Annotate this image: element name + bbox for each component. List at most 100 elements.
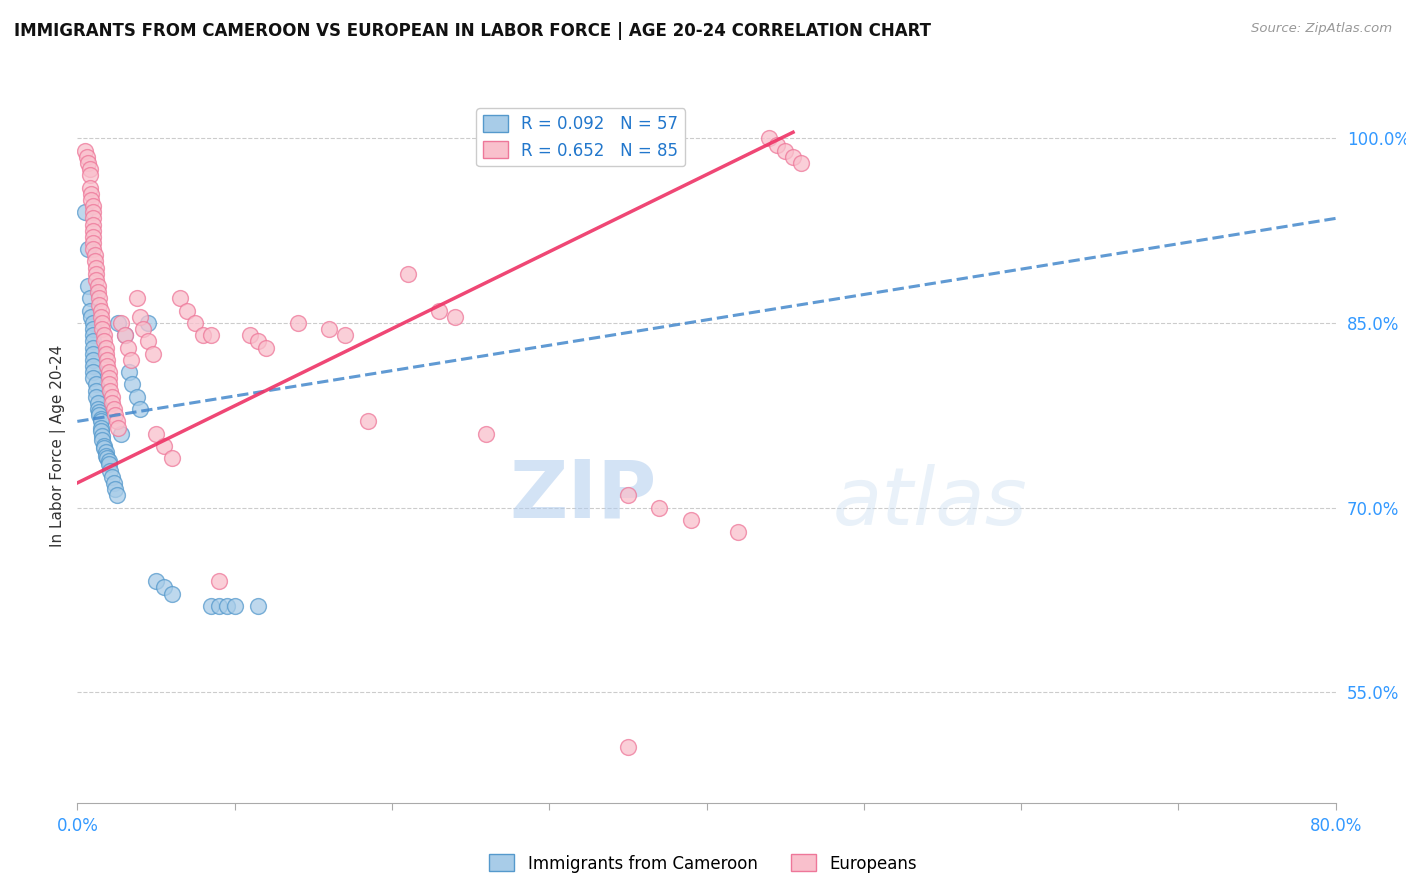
Point <box>79 180 101 194</box>
Point <box>91 429 114 443</box>
Point <box>93 328 115 343</box>
Point <box>357 414 380 428</box>
Text: ZIP: ZIP <box>509 457 657 535</box>
Point <box>318 322 340 336</box>
Point <box>90 303 112 318</box>
Point <box>98 384 121 398</box>
Point <box>127 291 149 305</box>
Point <box>82 218 104 232</box>
Point <box>97 458 120 472</box>
Point <box>169 291 191 305</box>
Point <box>127 390 149 404</box>
Point <box>727 525 749 540</box>
Point <box>79 291 101 305</box>
Point <box>91 322 114 336</box>
Point <box>104 482 127 496</box>
Point <box>208 599 231 613</box>
Point <box>617 488 640 502</box>
Text: IMMIGRANTS FROM CAMEROON VS EUROPEAN IN LABOR FORCE | AGE 20-24 CORRELATION CHAR: IMMIGRANTS FROM CAMEROON VS EUROPEAN IN … <box>14 22 931 40</box>
Point <box>97 365 120 379</box>
Legend: Immigrants from Cameroon, Europeans: Immigrants from Cameroon, Europeans <box>482 847 924 880</box>
Point <box>82 359 104 373</box>
Point <box>77 242 100 256</box>
Point <box>145 426 167 441</box>
Point <box>648 500 671 515</box>
Point <box>79 169 101 183</box>
Point <box>101 396 124 410</box>
Point <box>84 390 107 404</box>
Point <box>773 144 796 158</box>
Point <box>93 334 115 349</box>
Point <box>97 371 120 385</box>
Point <box>90 424 112 438</box>
Point <box>76 150 98 164</box>
Point <box>82 211 104 226</box>
Point <box>87 285 110 300</box>
Point <box>136 334 159 349</box>
Point <box>89 291 111 305</box>
Point <box>105 414 128 428</box>
Point <box>89 409 111 423</box>
Point <box>94 445 117 459</box>
Point <box>91 316 114 330</box>
Point <box>758 131 780 145</box>
Point <box>82 322 104 336</box>
Point <box>96 352 118 367</box>
Point <box>97 454 120 468</box>
Point <box>782 150 804 164</box>
Point <box>247 334 270 349</box>
Point <box>87 279 110 293</box>
Point <box>427 303 450 318</box>
Point <box>90 310 112 324</box>
Point <box>79 303 101 318</box>
Point <box>114 328 136 343</box>
Text: Source: ZipAtlas.com: Source: ZipAtlas.com <box>1251 22 1392 36</box>
Point <box>475 426 498 441</box>
Point <box>287 316 309 330</box>
Point <box>790 156 813 170</box>
Point <box>90 412 112 426</box>
Point <box>84 273 107 287</box>
Point <box>83 254 105 268</box>
Point <box>679 513 702 527</box>
Y-axis label: In Labor Force | Age 20-24: In Labor Force | Age 20-24 <box>51 345 66 547</box>
Point <box>90 420 112 434</box>
Point <box>110 316 132 330</box>
Point <box>82 205 104 219</box>
Point <box>84 260 107 275</box>
Text: atlas: atlas <box>832 464 1028 542</box>
Point <box>82 230 104 244</box>
Point <box>120 352 142 367</box>
Point <box>254 341 277 355</box>
Point <box>136 316 159 330</box>
Point <box>96 451 118 466</box>
Point <box>224 599 246 613</box>
Point <box>160 587 183 601</box>
Point <box>90 414 112 428</box>
Point <box>153 581 176 595</box>
Point <box>396 267 419 281</box>
Point <box>75 205 97 219</box>
Point <box>617 740 640 755</box>
Point <box>79 162 101 177</box>
Point <box>132 322 155 336</box>
Point <box>107 316 129 330</box>
Point <box>82 341 104 355</box>
Point <box>105 488 128 502</box>
Point <box>83 248 105 262</box>
Point <box>208 574 231 589</box>
Point <box>87 396 110 410</box>
Point <box>82 371 104 385</box>
Point <box>176 303 198 318</box>
Point <box>145 574 167 589</box>
Point <box>333 328 356 343</box>
Point <box>766 137 789 152</box>
Point <box>82 316 104 330</box>
Point <box>200 328 222 343</box>
Point <box>82 365 104 379</box>
Point <box>80 193 103 207</box>
Point <box>87 402 110 417</box>
Point <box>94 449 117 463</box>
Point <box>82 199 104 213</box>
Point <box>94 341 117 355</box>
